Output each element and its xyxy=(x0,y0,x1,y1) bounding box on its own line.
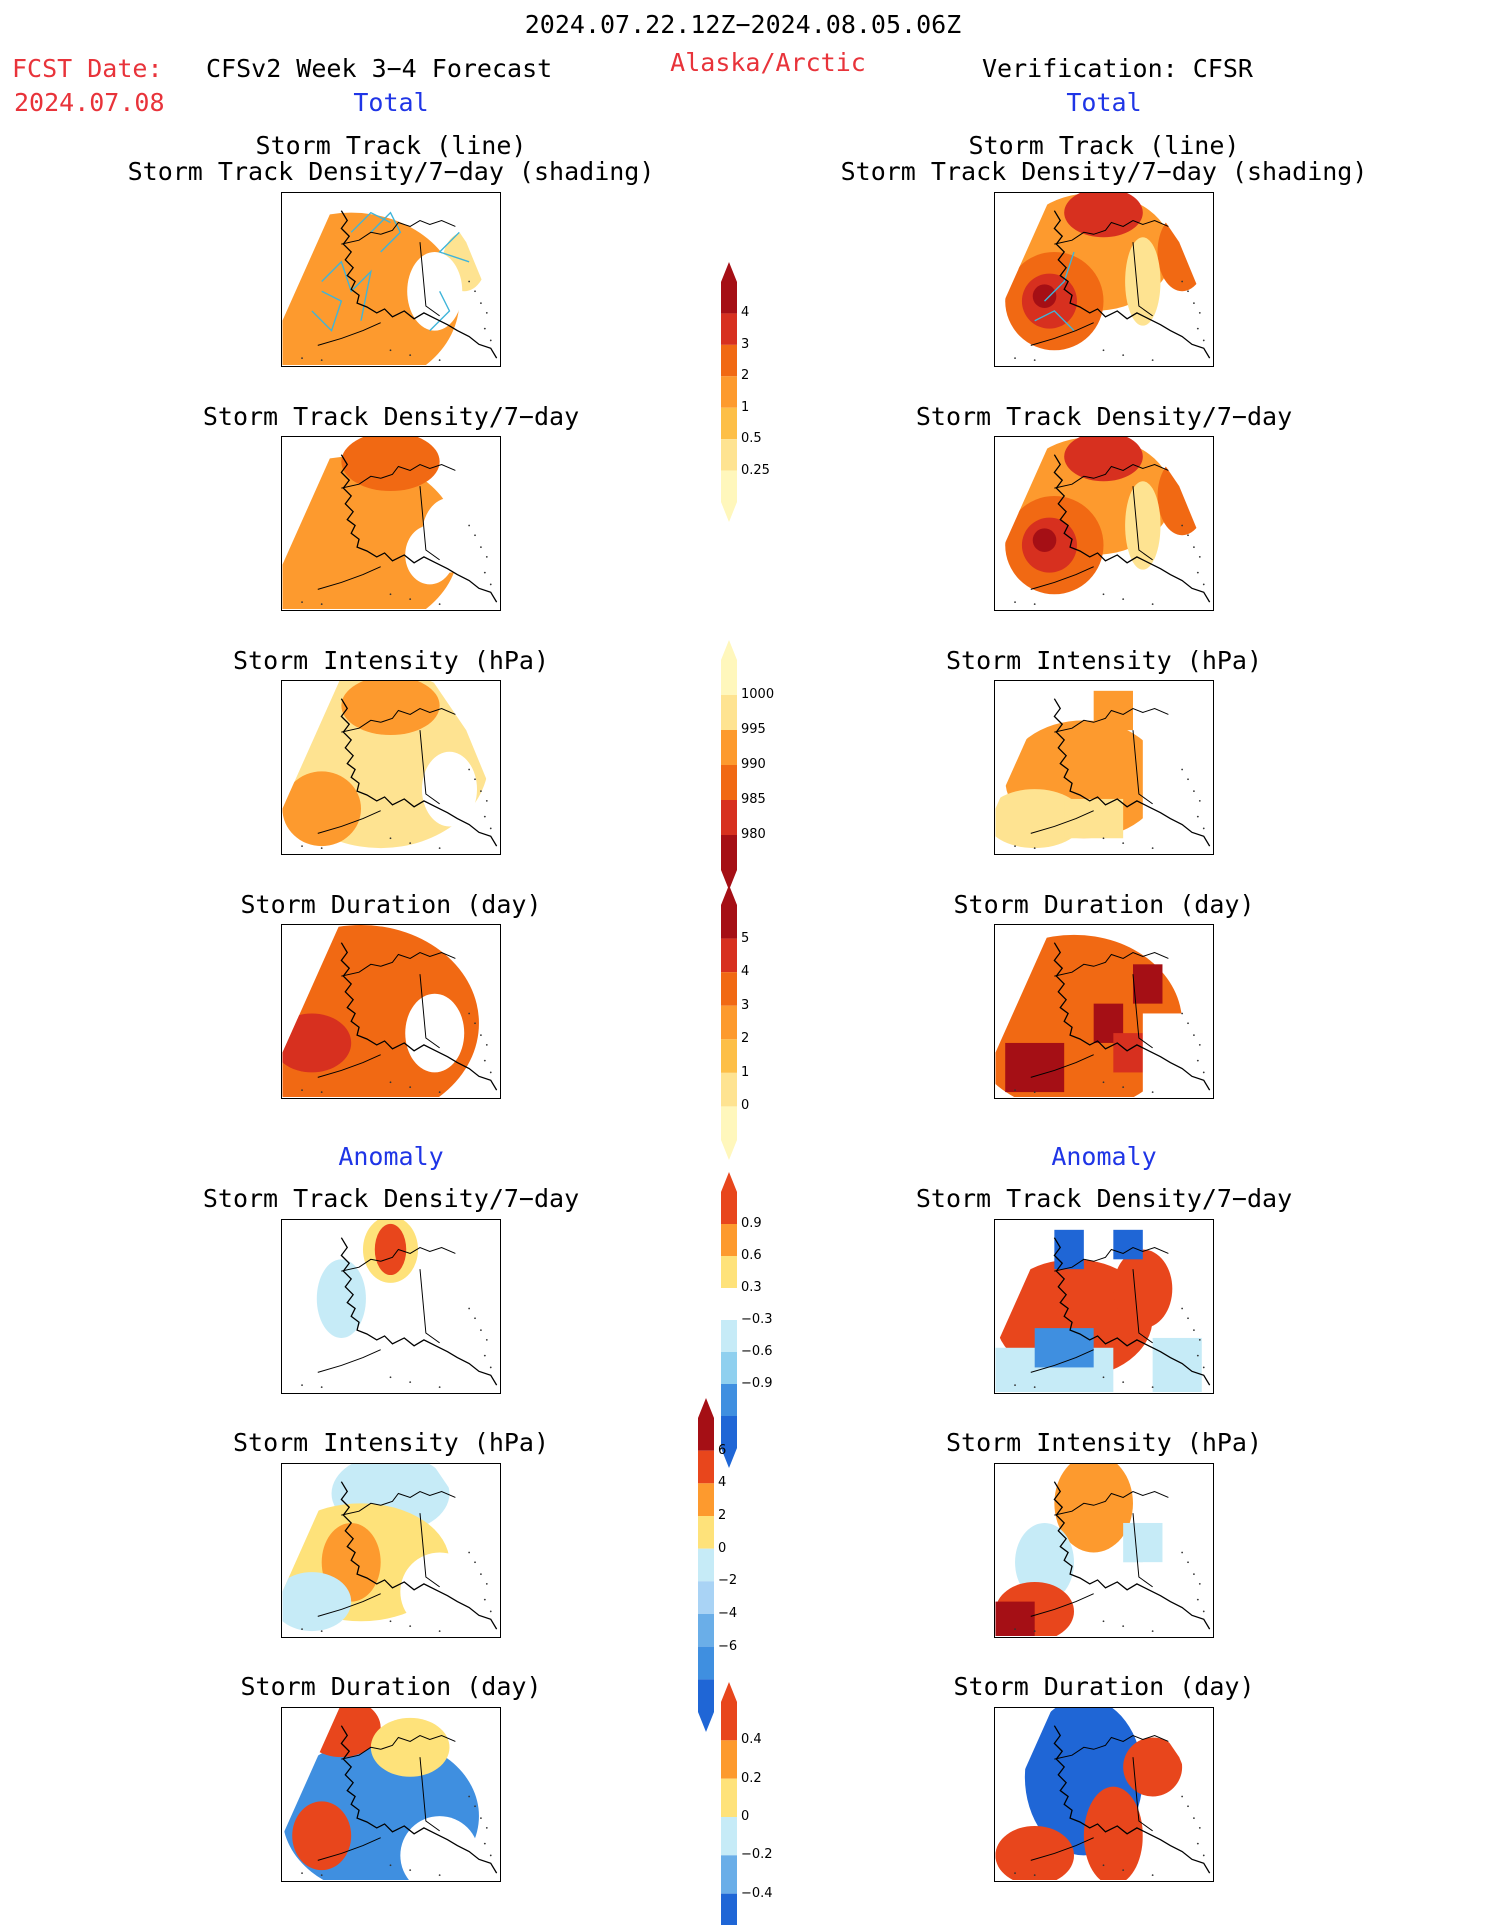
colorbar-tick-label: 6 xyxy=(718,1442,727,1458)
colorbar-tick-label: 990 xyxy=(741,757,766,772)
left-anom-duration-title: Storm Duration (day) xyxy=(240,1672,542,1701)
left-intensity-title: Storm Intensity (hPa) xyxy=(232,646,550,675)
right-density-shading-title: Storm Track Density/7−day (shading) xyxy=(840,157,1368,186)
model-title: CFSv2 Week 3−4 Forecast xyxy=(206,54,553,83)
fcst-date-value: 2024.07.08 xyxy=(14,88,165,117)
colorbar-tick-label: 0 xyxy=(718,1540,727,1556)
map-verification-duration xyxy=(994,924,1214,1099)
colorbar-tick-label: −0.6 xyxy=(741,1344,773,1359)
region-title: Alaska/Arctic xyxy=(670,48,866,77)
right-anom-duration-title: Storm Duration (day) xyxy=(953,1672,1255,1701)
right-anomaly-label: Anomaly xyxy=(1051,1142,1157,1171)
colorbar-tick-label: −6 xyxy=(718,1638,738,1654)
colorbar-tick-label: 1 xyxy=(741,1064,750,1080)
colorbar-tick-label: 985 xyxy=(741,792,766,807)
left-density-shading-title: Storm Track Density/7−day (shading) xyxy=(127,157,655,186)
colorbar-tick-label: 0 xyxy=(741,1098,750,1114)
colorbar-tick-label: 2 xyxy=(718,1508,727,1523)
left-anom-intensity-title: Storm Intensity (hPa) xyxy=(232,1428,550,1457)
colorbar-duration-total: 5 4 3 2 1 0 xyxy=(715,885,775,1164)
right-total-label: Total xyxy=(1066,88,1142,117)
colorbar-tick-label: 0.25 xyxy=(741,462,770,478)
colorbar-tick-label: −0.9 xyxy=(741,1376,773,1391)
colorbar-duration-anomaly: 0.4 0.2 0 −0.2 −0.4 xyxy=(715,1682,775,1925)
map-forecast-duration xyxy=(281,924,501,1099)
colorbar-tick-label: 1000 xyxy=(741,687,775,702)
colorbar-tick-label: 995 xyxy=(741,722,766,737)
map-forecast-intensity xyxy=(281,680,501,855)
colorbar-tick-label: 980 xyxy=(741,827,766,842)
right-storm-track-line-title: Storm Track (line) xyxy=(968,131,1240,160)
colorbar-density-anomaly: 0.9 0.6 0.3 −0.3 −0.6 −0.9 xyxy=(715,1172,775,1472)
map-forecast-storm-track xyxy=(281,192,501,367)
colorbar-tick-label: 2 xyxy=(741,1031,750,1047)
left-duration-title: Storm Duration (day) xyxy=(240,890,542,919)
colorbar-tick-label: 0 xyxy=(741,1809,750,1824)
colorbar-tick-label: 4 xyxy=(741,964,750,980)
left-storm-track-line-title: Storm Track (line) xyxy=(255,131,527,160)
colorbar-tick-label: 5 xyxy=(741,930,750,946)
colorbar-tick-label: 3 xyxy=(741,997,750,1013)
left-anom-density-title: Storm Track Density/7−day xyxy=(202,1184,580,1213)
colorbar-tick-label: 0.3 xyxy=(741,1280,762,1295)
map-verification-intensity xyxy=(994,680,1214,855)
right-intensity-title: Storm Intensity (hPa) xyxy=(945,646,1263,675)
colorbar-tick-label: 0.6 xyxy=(741,1248,762,1263)
colorbar-tick-label: −0.2 xyxy=(741,1847,773,1863)
colorbar-tick-label: 0.9 xyxy=(741,1216,762,1231)
colorbar-tick-label: 0.4 xyxy=(741,1732,762,1748)
colorbar-tick-label: 2 xyxy=(741,368,750,384)
colorbar-tick-label: 3 xyxy=(741,336,750,352)
colorbar-density-total: 4 3 2 1 0.5 0.25 xyxy=(715,262,775,526)
colorbar-intensity-anomaly: 6 4 2 0 −2 −4 −6 xyxy=(692,1398,752,1736)
left-anomaly-label: Anomaly xyxy=(338,1142,444,1171)
map-verification-duration-anomaly xyxy=(994,1707,1214,1882)
left-total-label: Total xyxy=(353,88,429,117)
verification-title: Verification: CFSR xyxy=(982,54,1253,83)
map-forecast-duration-anomaly xyxy=(281,1707,501,1882)
map-forecast-density xyxy=(281,436,501,611)
right-duration-title: Storm Duration (day) xyxy=(953,890,1255,919)
right-anom-density-title: Storm Track Density/7−day xyxy=(915,1184,1293,1213)
map-verification-density-anomaly xyxy=(994,1219,1214,1394)
map-verification-storm-track xyxy=(994,192,1214,367)
right-anom-intensity-title: Storm Intensity (hPa) xyxy=(945,1428,1263,1457)
colorbar-tick-label: −0.3 xyxy=(741,1312,773,1327)
map-forecast-intensity-anomaly xyxy=(281,1463,501,1638)
colorbar-tick-label: −4 xyxy=(718,1606,738,1621)
period-title: 2024.07.22.12Z−2024.08.05.06Z xyxy=(524,10,962,39)
colorbar-tick-label: −0.4 xyxy=(741,1885,773,1901)
right-density-title: Storm Track Density/7−day xyxy=(915,402,1293,431)
fcst-date-label: FCST Date: xyxy=(12,54,163,83)
colorbar-tick-label: 4 xyxy=(718,1475,727,1491)
colorbar-tick-label: 1 xyxy=(741,399,750,415)
map-verification-density xyxy=(994,436,1214,611)
colorbar-tick-label: 0.2 xyxy=(741,1770,762,1786)
colorbar-tick-label: 4 xyxy=(741,305,750,321)
colorbar-tick-label: −2 xyxy=(718,1573,738,1589)
colorbar-intensity-total: 1000 995 990 985 980 xyxy=(715,640,775,894)
left-density-title: Storm Track Density/7−day xyxy=(202,402,580,431)
map-forecast-density-anomaly xyxy=(281,1219,501,1394)
map-verification-intensity-anomaly xyxy=(994,1463,1214,1638)
colorbar-tick-label: 0.5 xyxy=(741,431,762,447)
